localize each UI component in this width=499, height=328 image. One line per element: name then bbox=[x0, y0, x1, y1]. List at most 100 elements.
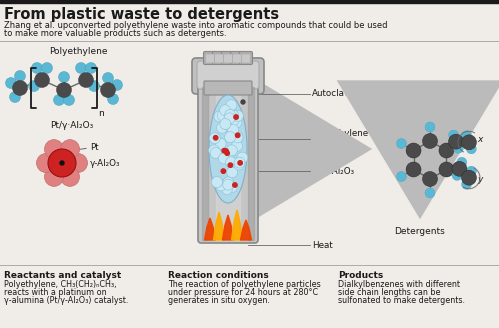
Circle shape bbox=[221, 169, 226, 173]
Text: generates in situ oxygen.: generates in situ oxygen. bbox=[168, 296, 270, 305]
Circle shape bbox=[232, 132, 243, 143]
Circle shape bbox=[56, 83, 71, 97]
Circle shape bbox=[215, 138, 226, 149]
Circle shape bbox=[58, 72, 69, 83]
Circle shape bbox=[406, 143, 421, 158]
Circle shape bbox=[233, 183, 237, 187]
Circle shape bbox=[423, 133, 438, 149]
Text: Autoclave: Autoclave bbox=[312, 90, 355, 98]
Circle shape bbox=[220, 118, 231, 130]
Circle shape bbox=[234, 115, 239, 119]
Text: Polyethylene
particles: Polyethylene particles bbox=[312, 129, 368, 149]
Circle shape bbox=[462, 170, 477, 185]
Circle shape bbox=[53, 94, 64, 106]
FancyBboxPatch shape bbox=[240, 51, 252, 65]
Polygon shape bbox=[223, 215, 234, 240]
Bar bbox=[202, 87, 208, 240]
Circle shape bbox=[68, 154, 87, 173]
Circle shape bbox=[396, 138, 406, 149]
Circle shape bbox=[107, 93, 118, 105]
Circle shape bbox=[449, 130, 459, 140]
Circle shape bbox=[452, 161, 467, 176]
Text: to make more valuable products such as detergents.: to make more valuable products such as d… bbox=[4, 29, 227, 37]
Circle shape bbox=[231, 117, 242, 128]
FancyBboxPatch shape bbox=[204, 81, 252, 95]
Circle shape bbox=[217, 179, 228, 190]
FancyBboxPatch shape bbox=[215, 54, 224, 63]
Polygon shape bbox=[241, 220, 251, 240]
Text: Products: Products bbox=[338, 271, 383, 280]
FancyBboxPatch shape bbox=[197, 61, 259, 89]
Circle shape bbox=[48, 149, 76, 177]
Ellipse shape bbox=[209, 95, 247, 203]
Circle shape bbox=[425, 122, 435, 132]
Circle shape bbox=[217, 122, 228, 133]
Circle shape bbox=[226, 100, 237, 111]
Circle shape bbox=[217, 110, 228, 121]
Circle shape bbox=[214, 111, 225, 122]
FancyBboxPatch shape bbox=[206, 54, 215, 63]
Circle shape bbox=[462, 179, 472, 189]
Text: reacts with a platinum on: reacts with a platinum on bbox=[4, 288, 107, 297]
Circle shape bbox=[111, 79, 122, 91]
Circle shape bbox=[36, 154, 55, 173]
Circle shape bbox=[219, 153, 230, 164]
FancyBboxPatch shape bbox=[192, 58, 264, 94]
Text: Polyethylene, CH₃(CH₂)ₙCH₃,: Polyethylene, CH₃(CH₂)ₙCH₃, bbox=[4, 280, 116, 289]
Circle shape bbox=[225, 151, 230, 155]
Circle shape bbox=[452, 171, 462, 180]
Circle shape bbox=[232, 140, 243, 152]
Circle shape bbox=[210, 148, 221, 158]
Text: The reaction of polyethylene particles: The reaction of polyethylene particles bbox=[168, 280, 321, 289]
Circle shape bbox=[462, 131, 472, 141]
Circle shape bbox=[223, 177, 234, 188]
Circle shape bbox=[241, 100, 245, 104]
Circle shape bbox=[228, 124, 239, 135]
Circle shape bbox=[425, 188, 435, 198]
Circle shape bbox=[102, 72, 113, 84]
Circle shape bbox=[212, 176, 223, 188]
FancyBboxPatch shape bbox=[233, 54, 242, 63]
Circle shape bbox=[224, 113, 235, 124]
Circle shape bbox=[228, 110, 239, 121]
Bar bbox=[0, 0, 499, 3]
FancyBboxPatch shape bbox=[198, 84, 258, 243]
Text: n: n bbox=[98, 109, 104, 118]
Circle shape bbox=[228, 163, 233, 167]
Circle shape bbox=[228, 115, 239, 126]
Circle shape bbox=[216, 180, 227, 191]
Polygon shape bbox=[214, 212, 225, 240]
Circle shape bbox=[223, 149, 234, 160]
Circle shape bbox=[234, 157, 245, 168]
Circle shape bbox=[220, 105, 231, 116]
FancyBboxPatch shape bbox=[224, 54, 233, 63]
Circle shape bbox=[78, 72, 93, 88]
Text: sulfonated to make detergents.: sulfonated to make detergents. bbox=[338, 296, 465, 305]
Text: side chain lengths can be: side chain lengths can be bbox=[338, 288, 441, 297]
Circle shape bbox=[406, 162, 421, 177]
Circle shape bbox=[60, 167, 79, 186]
Bar bbox=[216, 87, 240, 240]
Circle shape bbox=[467, 144, 477, 154]
Circle shape bbox=[44, 167, 63, 186]
Circle shape bbox=[214, 135, 218, 140]
Text: Zhang et al. upconverted polyethylene waste into aromatic compounds that could b: Zhang et al. upconverted polyethylene wa… bbox=[4, 20, 388, 30]
Circle shape bbox=[100, 83, 115, 97]
Circle shape bbox=[449, 134, 464, 149]
Circle shape bbox=[85, 63, 96, 73]
Circle shape bbox=[209, 133, 220, 144]
FancyBboxPatch shape bbox=[242, 54, 250, 63]
Circle shape bbox=[223, 119, 234, 130]
Text: Detergents: Detergents bbox=[395, 228, 446, 236]
Circle shape bbox=[225, 110, 236, 120]
Circle shape bbox=[9, 92, 20, 102]
Text: Dialkylbenzenes: Dialkylbenzenes bbox=[383, 113, 457, 122]
FancyBboxPatch shape bbox=[213, 51, 226, 65]
Circle shape bbox=[34, 72, 49, 88]
Circle shape bbox=[227, 167, 238, 178]
Circle shape bbox=[439, 162, 454, 177]
Text: Pt/γ-Al₂O₃: Pt/γ-Al₂O₃ bbox=[312, 167, 354, 175]
Circle shape bbox=[221, 118, 232, 130]
Circle shape bbox=[14, 71, 25, 81]
Circle shape bbox=[439, 143, 454, 158]
